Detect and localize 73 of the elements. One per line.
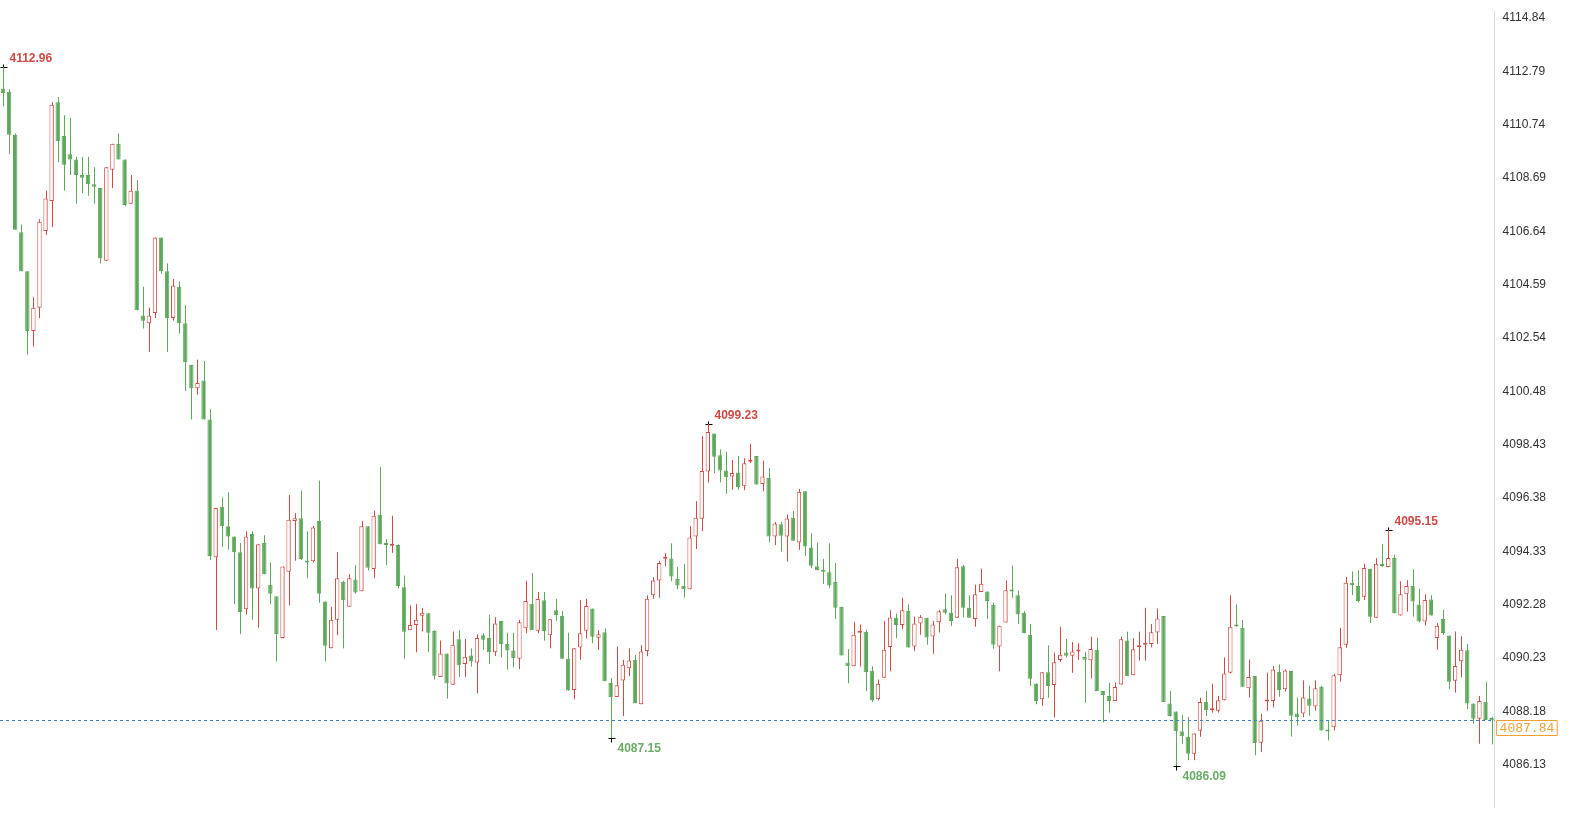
- candlestick: [1167, 690, 1172, 718]
- candlestick: [723, 451, 729, 495]
- candlestick: [1477, 695, 1482, 745]
- candlestick: [918, 614, 923, 636]
- candlestick: [79, 156, 85, 194]
- y-tick-label: 4096.38: [1502, 490, 1547, 505]
- candlestick: [614, 646, 619, 698]
- candlestick: [942, 593, 947, 616]
- candlestick: [1015, 589, 1020, 625]
- y-tick-label: 4088.18: [1502, 703, 1547, 718]
- candlestick: [1082, 651, 1087, 704]
- candlestick: [1070, 641, 1075, 674]
- y-tick-label: 4110.74: [1502, 116, 1546, 131]
- candlestick: [1088, 636, 1093, 680]
- candlestick: [675, 566, 680, 590]
- candlestick: [693, 500, 698, 550]
- candlestick: [225, 491, 231, 551]
- annotation: 4112.96: [9, 50, 53, 65]
- candlestick: [195, 359, 200, 396]
- y-tick-label: 4106.64: [1502, 223, 1547, 238]
- candlestick: [778, 521, 783, 553]
- annotation: 4095.15: [1394, 513, 1439, 528]
- candlestick: [292, 512, 297, 562]
- candlestick: [1398, 580, 1403, 617]
- y-tick-label: 4098.43: [1502, 437, 1547, 452]
- y-tick-label: 4108.69: [1502, 170, 1547, 185]
- candlestick: [31, 296, 36, 348]
- y-tick-label: 4114.84: [1502, 10, 1546, 25]
- candlestick: [827, 542, 832, 589]
- candlestick: [128, 174, 133, 205]
- candlestick: [189, 364, 194, 420]
- y-tick-label: 4112.79: [1502, 63, 1546, 78]
- y-tick-label: 4100.48: [1502, 383, 1547, 398]
- y-tick-label: 4090.23: [1502, 650, 1547, 665]
- y-tick-label: 4092.28: [1502, 596, 1547, 611]
- candlestick: [578, 599, 583, 661]
- y-tick-label: 4086.13: [1502, 756, 1547, 771]
- candlestick: [1416, 588, 1421, 623]
- candlestick: [140, 286, 145, 329]
- candlestick: [505, 632, 510, 671]
- y-tick-label: 4094.33: [1502, 543, 1547, 558]
- candlestick: [772, 521, 777, 546]
- y-tick-label: 4102.54: [1502, 330, 1547, 345]
- candlestick: [1410, 568, 1415, 618]
- candlestick: [997, 625, 1002, 672]
- candlestick: [760, 460, 765, 492]
- ref-line-label: 4087.84: [1499, 720, 1555, 736]
- candlestick: [1307, 685, 1312, 717]
- candlestick: [511, 632, 516, 668]
- candlestick: [116, 132, 121, 160]
- candlestick: [681, 563, 686, 599]
- candlestick: [912, 616, 917, 652]
- candlestick: [833, 562, 838, 620]
- candlestick: [1313, 679, 1318, 712]
- candlestick: [1149, 623, 1154, 648]
- candlestick: [596, 629, 601, 651]
- candlestick: [1404, 579, 1409, 613]
- candlestick: [845, 648, 850, 684]
- candlestick: [924, 617, 929, 646]
- candlestick: [353, 564, 358, 595]
- candlestick: [1483, 681, 1488, 721]
- candlestick: [91, 166, 97, 205]
- annotation: 4099.23: [714, 407, 759, 422]
- annotation: 4086.09: [1182, 768, 1227, 783]
- y-tick-label: 4104.59: [1502, 276, 1547, 291]
- annotation: 4087.15: [617, 740, 662, 755]
- candlestick: [1155, 608, 1160, 645]
- candlestick: [268, 562, 273, 605]
- candlestick: [930, 620, 935, 655]
- candlestick: [438, 640, 443, 678]
- candlestick: [1246, 659, 1251, 699]
- candlestick: [426, 612, 431, 653]
- candlestick: [669, 542, 674, 582]
